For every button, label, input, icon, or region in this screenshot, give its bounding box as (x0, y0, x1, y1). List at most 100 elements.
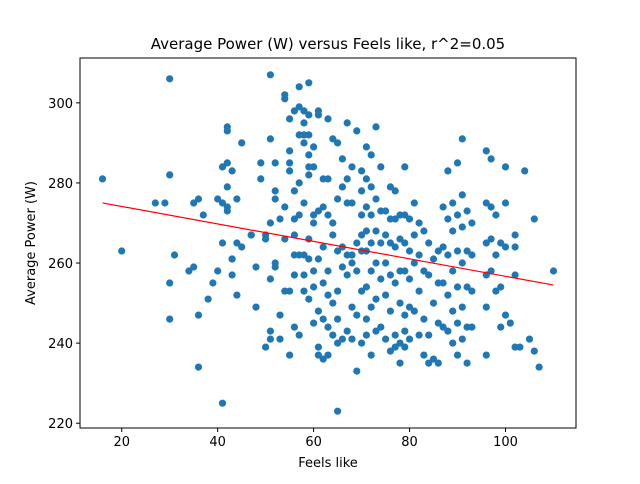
data-point (314, 351, 322, 359)
data-point (185, 267, 193, 275)
data-point (223, 159, 231, 167)
y-tick-label: 260 (48, 257, 73, 272)
data-point (295, 179, 303, 187)
data-point (310, 143, 318, 151)
data-point (501, 199, 510, 207)
data-point (367, 239, 375, 247)
data-point (348, 163, 356, 171)
data-point (482, 303, 490, 311)
data-point (401, 343, 409, 351)
data-point (386, 347, 394, 355)
data-point (190, 199, 198, 207)
data-point (300, 271, 308, 279)
data-point (218, 199, 227, 207)
fit-line-group (102, 202, 554, 286)
data-point (362, 315, 370, 323)
data-point (262, 343, 270, 351)
data-point (482, 199, 490, 207)
data-point (218, 239, 227, 247)
data-point (410, 231, 418, 239)
data-point (530, 347, 538, 355)
data-point (238, 139, 246, 147)
data-point (463, 247, 471, 255)
data-point (314, 255, 322, 263)
data-point (453, 247, 462, 255)
data-point (295, 211, 303, 219)
data-point (276, 335, 284, 343)
data-point (444, 251, 452, 259)
data-point (271, 187, 279, 195)
data-point (314, 111, 322, 119)
data-point (353, 239, 361, 247)
data-point (482, 147, 490, 155)
data-point (290, 215, 298, 223)
data-point (511, 243, 519, 251)
data-point (266, 219, 274, 227)
data-point (458, 259, 466, 267)
data-point (305, 171, 313, 179)
data-point (300, 107, 308, 115)
data-point (334, 407, 342, 415)
data-point (204, 295, 212, 303)
data-point (151, 199, 159, 207)
data-point (305, 295, 313, 303)
data-point (420, 351, 428, 359)
data-point (290, 187, 298, 195)
data-point (468, 251, 476, 259)
data-point (238, 243, 246, 251)
data-point (405, 303, 414, 311)
data-point (501, 163, 510, 171)
data-point (372, 195, 380, 203)
data-point (362, 331, 370, 339)
data-point (324, 291, 332, 299)
data-point (401, 211, 409, 219)
data-point (358, 187, 366, 195)
data-point (276, 311, 284, 319)
data-point (290, 323, 298, 331)
data-point (391, 331, 399, 339)
data-point (382, 259, 390, 267)
data-point (295, 331, 303, 339)
data-point (329, 299, 337, 307)
data-point (401, 239, 409, 247)
data-point (453, 159, 462, 167)
x-tick-label: 40 (209, 435, 226, 450)
data-point (521, 167, 529, 175)
data-point (439, 323, 447, 331)
data-point (420, 267, 428, 275)
data-point (223, 183, 231, 191)
data-point (233, 195, 241, 203)
data-point (463, 207, 471, 215)
data-point (492, 251, 500, 259)
data-point (468, 219, 476, 227)
data-point (434, 247, 442, 255)
data-point (276, 215, 284, 223)
data-point (377, 239, 385, 247)
data-point (214, 267, 222, 275)
data-point (343, 271, 351, 279)
data-point (319, 203, 327, 211)
data-point (300, 199, 308, 207)
data-point (468, 323, 476, 331)
data-point (334, 247, 342, 255)
data-point (166, 75, 174, 83)
data-point (410, 199, 418, 207)
data-point (487, 203, 495, 211)
data-point (425, 271, 433, 279)
data-point (372, 123, 380, 131)
data-point (434, 359, 442, 367)
data-point (358, 211, 366, 219)
data-point (329, 219, 337, 227)
data-point (266, 327, 274, 335)
data-point (362, 143, 370, 151)
data-point (334, 287, 342, 295)
data-point (281, 203, 289, 211)
x-tick-label: 100 (493, 435, 518, 450)
data-point (266, 275, 274, 283)
data-point (525, 335, 534, 343)
data-point (444, 167, 452, 175)
data-point (223, 207, 231, 215)
data-point (415, 251, 423, 259)
data-point (343, 175, 351, 183)
data-point (300, 251, 308, 259)
